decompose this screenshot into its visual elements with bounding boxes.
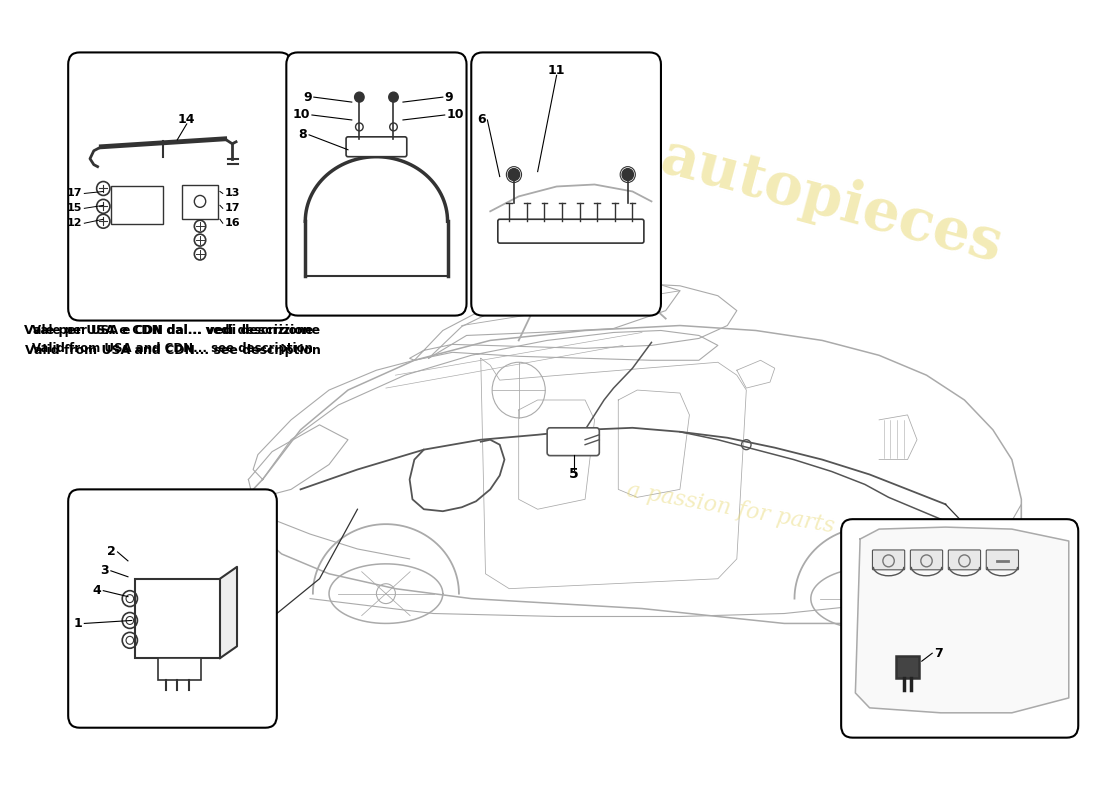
Text: 8: 8 [298, 128, 307, 142]
Circle shape [354, 92, 364, 102]
FancyBboxPatch shape [471, 53, 661, 315]
FancyBboxPatch shape [987, 550, 1019, 570]
FancyBboxPatch shape [286, 53, 466, 315]
Text: Valid from USA and CDN... see description: Valid from USA and CDN... see descriptio… [32, 342, 313, 355]
Polygon shape [856, 527, 1069, 713]
Text: 13: 13 [224, 189, 240, 198]
Text: 12: 12 [67, 218, 82, 228]
Text: 10: 10 [293, 109, 310, 122]
FancyBboxPatch shape [896, 656, 918, 678]
Text: 11: 11 [548, 64, 565, 77]
FancyBboxPatch shape [911, 550, 943, 570]
Text: Valid from USA and CDN... see description: Valid from USA and CDN... see descriptio… [24, 344, 320, 357]
FancyBboxPatch shape [346, 137, 407, 157]
Text: 5: 5 [569, 467, 579, 482]
FancyBboxPatch shape [498, 219, 644, 243]
Circle shape [388, 92, 398, 102]
Text: 17: 17 [67, 189, 82, 198]
FancyBboxPatch shape [68, 490, 277, 728]
Circle shape [623, 169, 634, 181]
Text: 10: 10 [447, 109, 464, 122]
Text: 9: 9 [304, 90, 312, 104]
FancyBboxPatch shape [547, 428, 600, 456]
Text: 17: 17 [224, 203, 240, 214]
Text: 7: 7 [934, 646, 943, 660]
Text: 14: 14 [178, 114, 196, 126]
Text: 4: 4 [92, 584, 101, 597]
Text: Vale per USA e CDN dal... vedi descrizione: Vale per USA e CDN dal... vedi descrizio… [32, 324, 313, 337]
Polygon shape [220, 567, 236, 658]
Text: 3: 3 [100, 564, 109, 578]
Text: 9: 9 [444, 90, 453, 104]
FancyBboxPatch shape [842, 519, 1078, 738]
Circle shape [508, 169, 519, 181]
Text: 16: 16 [224, 218, 240, 228]
Text: autopieces: autopieces [654, 129, 1009, 274]
FancyBboxPatch shape [182, 185, 218, 219]
Text: 2: 2 [107, 546, 116, 558]
Text: 15: 15 [67, 203, 82, 214]
FancyBboxPatch shape [158, 658, 201, 680]
Text: 1: 1 [74, 617, 82, 630]
Text: 6: 6 [477, 114, 485, 126]
Text: a passion for parts since 1985: a passion for parts since 1985 [625, 479, 962, 559]
Text: Vale per USA e CDN dal... vedi descrizione: Vale per USA e CDN dal... vedi descrizio… [24, 324, 320, 337]
FancyBboxPatch shape [68, 53, 292, 321]
FancyBboxPatch shape [948, 550, 980, 570]
FancyBboxPatch shape [111, 186, 163, 224]
FancyBboxPatch shape [872, 550, 904, 570]
FancyBboxPatch shape [134, 578, 220, 658]
